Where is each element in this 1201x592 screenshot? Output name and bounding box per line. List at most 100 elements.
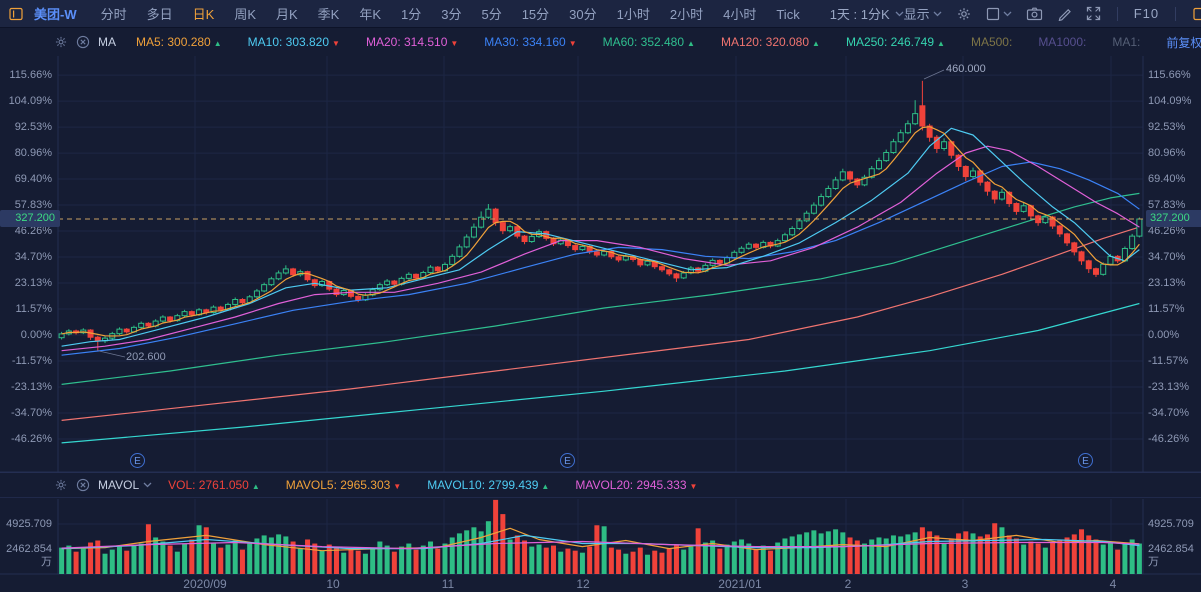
earnings-event-marker[interactable]: E bbox=[1078, 453, 1093, 468]
tab-5分[interactable]: 5分 bbox=[481, 7, 502, 22]
volume-bar bbox=[1050, 542, 1056, 574]
panel-toggle-left-icon[interactable] bbox=[8, 6, 24, 22]
display-label: 显示 bbox=[903, 7, 930, 22]
settings-gear-icon[interactable] bbox=[956, 6, 972, 22]
volume-bar bbox=[290, 541, 296, 574]
candle-body bbox=[716, 259, 723, 264]
price-tick-left: 0.00% bbox=[20, 329, 52, 341]
candle-body bbox=[413, 273, 420, 279]
annotation-line bbox=[98, 350, 126, 358]
volume-bar bbox=[833, 529, 839, 574]
volume-tick-left: 4925.709 bbox=[6, 518, 52, 530]
earnings-event-marker[interactable]: E bbox=[130, 453, 145, 468]
candle-body bbox=[883, 152, 890, 162]
tab-15分[interactable]: 15分 bbox=[521, 7, 550, 22]
chevron-down-icon[interactable] bbox=[143, 482, 152, 488]
screenshot-camera-icon[interactable] bbox=[1026, 6, 1043, 21]
tab-日K[interactable]: 日K bbox=[192, 7, 215, 22]
price-tick-right: 104.09% bbox=[1148, 95, 1192, 107]
volume-bar bbox=[543, 547, 549, 574]
candle-body bbox=[470, 226, 477, 238]
candle-body bbox=[391, 280, 398, 285]
price-tick-left: 34.70% bbox=[14, 251, 52, 263]
fullscreen-expand-icon[interactable] bbox=[1086, 6, 1101, 21]
candle-body bbox=[159, 316, 166, 322]
candle-body bbox=[897, 132, 904, 143]
tab-季K[interactable]: 季K bbox=[317, 7, 340, 22]
f10-button[interactable]: F10 bbox=[1133, 6, 1160, 21]
aggregate-selector[interactable]: 1天 : 1分K bbox=[830, 4, 904, 23]
volume-bar bbox=[775, 542, 781, 574]
tab-分时[interactable]: 分时 bbox=[100, 7, 127, 22]
aggregate-label: 1天 : 1分K bbox=[829, 7, 890, 22]
display-menu[interactable]: 显示 bbox=[904, 4, 942, 23]
indicator-value: MAVOL20: 2945.333 ▼ bbox=[575, 478, 698, 492]
candle-body bbox=[572, 245, 579, 251]
volume-bar bbox=[341, 552, 347, 574]
volume-bar bbox=[1042, 547, 1048, 574]
candle-body bbox=[608, 250, 615, 258]
tab-多日[interactable]: 多日 bbox=[146, 7, 173, 22]
candle-body bbox=[167, 316, 174, 322]
chart-canvas[interactable] bbox=[0, 56, 1201, 592]
indicator-close-icon[interactable] bbox=[76, 478, 90, 492]
mavol-selector[interactable]: MAVOL bbox=[98, 478, 140, 492]
indicator-value: VOL: 2761.050 ▲ bbox=[168, 478, 260, 492]
candle-body bbox=[145, 322, 152, 327]
volume-bar bbox=[1013, 538, 1019, 574]
date-label: 10 bbox=[326, 577, 340, 591]
tab-4小时[interactable]: 4小时 bbox=[723, 7, 757, 22]
ma30-line bbox=[61, 161, 1140, 356]
volume-bar bbox=[652, 550, 658, 574]
volume-bar bbox=[189, 539, 195, 574]
volume-bar bbox=[182, 543, 188, 574]
candle-body bbox=[123, 328, 130, 333]
indicator-settings-gear-icon[interactable] bbox=[54, 478, 68, 492]
candle-body bbox=[1056, 225, 1063, 235]
candle-body bbox=[796, 220, 803, 229]
tab-年K[interactable]: 年K bbox=[359, 7, 381, 22]
volume-bar bbox=[536, 544, 542, 574]
adjust-mode-button[interactable]: 前复权 bbox=[1166, 35, 1201, 50]
indicator-value: MA120: 320.080 ▲ bbox=[720, 35, 820, 49]
ma-indicator-row: MA MA5: 300.280 ▲ MA10: 303.820 ▼ MA20: 314.… bbox=[0, 28, 1201, 56]
candle-body bbox=[485, 208, 492, 218]
candle-body bbox=[58, 333, 65, 339]
price-tick-right: -11.57% bbox=[1148, 355, 1189, 367]
candle-body bbox=[492, 208, 499, 224]
draw-pencil-icon[interactable] bbox=[1057, 6, 1072, 21]
volume-bar bbox=[1086, 535, 1092, 574]
indicator-settings-gear-icon[interactable] bbox=[54, 35, 68, 49]
indicator-close-icon[interactable] bbox=[76, 35, 90, 49]
volume-bar bbox=[876, 537, 882, 574]
layout-selector[interactable] bbox=[986, 7, 1012, 21]
ma-selector[interactable]: MA bbox=[98, 35, 116, 49]
candle-body bbox=[998, 191, 1005, 200]
low-price-annotation: 202.600 bbox=[126, 351, 166, 363]
tab-3分[interactable]: 3分 bbox=[441, 7, 462, 22]
tab-月K[interactable]: 月K bbox=[275, 7, 298, 22]
tab-周K[interactable]: 周K bbox=[234, 7, 256, 22]
ma250-line bbox=[61, 302, 1140, 444]
earnings-event-marker[interactable]: E bbox=[560, 453, 575, 468]
tab-1小时[interactable]: 1小时 bbox=[616, 7, 650, 22]
volume-bar bbox=[283, 536, 289, 574]
tab-Tick[interactable]: Tick bbox=[776, 7, 800, 22]
candle-body bbox=[384, 280, 391, 286]
volume-bar bbox=[348, 548, 354, 574]
candle-body bbox=[615, 256, 622, 261]
tab-30分[interactable]: 30分 bbox=[569, 7, 597, 22]
chevron-down-icon bbox=[933, 11, 942, 16]
mavol5-line bbox=[61, 527, 1140, 552]
ma120-line bbox=[61, 226, 1140, 421]
volume-bar bbox=[174, 551, 180, 574]
candle-body bbox=[912, 113, 919, 125]
symbol-name[interactable]: 美团-W bbox=[34, 7, 77, 22]
toolbar-divider bbox=[1175, 6, 1177, 21]
price-tick-right: -46.26% bbox=[1148, 433, 1189, 445]
tab-2小时[interactable]: 2小时 bbox=[669, 7, 704, 22]
ma60-line bbox=[61, 192, 1140, 385]
tab-1分[interactable]: 1分 bbox=[401, 7, 422, 22]
indicator-value: MAVOL10: 2799.439 ▲ bbox=[427, 478, 550, 492]
panel-toggle-right-icon[interactable] bbox=[1192, 6, 1201, 22]
